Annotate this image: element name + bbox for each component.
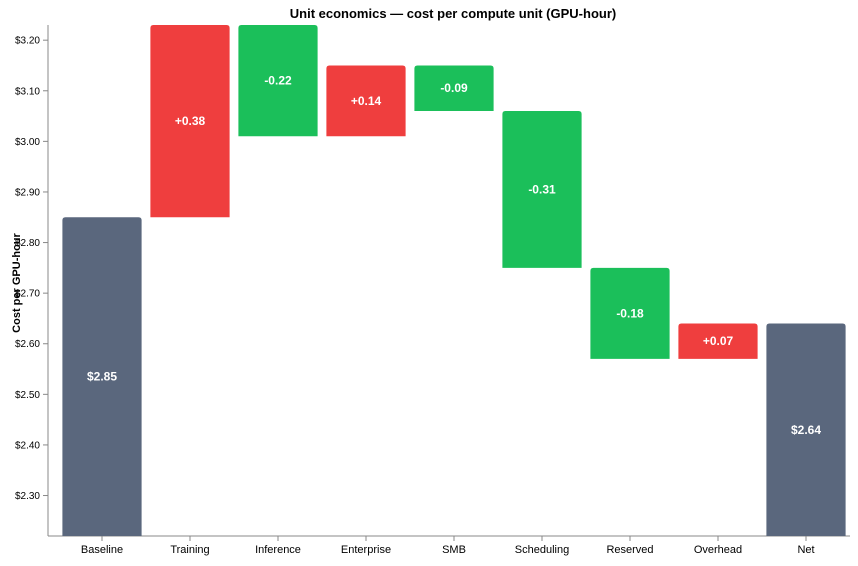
bar-value-label: +0.38	[175, 114, 206, 128]
x-tick-label: Enterprise	[341, 544, 391, 556]
bar-overhead	[678, 323, 758, 359]
y-tick-label: $2.90	[15, 187, 40, 198]
bar-enterprise	[326, 65, 406, 137]
bars-group: $2.85 +0.38 -0.22 +0.14 -0.09 -0.31 -0.18 +0.07…	[62, 25, 846, 536]
x-tick-label: Reserved	[606, 544, 653, 556]
chart-title: Unit economics — cost per compute unit (…	[290, 6, 616, 21]
y-tick-label: $2.60	[15, 339, 40, 350]
bar-scheduling	[502, 111, 582, 268]
bar-value-label: -0.31	[528, 182, 556, 196]
x-tick-label: Scheduling	[515, 544, 569, 556]
bar-value-label: -0.09	[440, 81, 468, 95]
y-tick-label: $3.00	[15, 137, 40, 148]
y-tick-label: $2.40	[15, 440, 40, 451]
bar-baseline	[62, 217, 142, 536]
y-tick-label: $2.80	[15, 238, 40, 249]
bar-value-label: +0.14	[351, 94, 382, 108]
x-tick-label: SMB	[442, 544, 466, 556]
bar-smb	[414, 65, 494, 112]
x-tick-label: Baseline	[81, 544, 123, 556]
bar-value-label: $2.85	[87, 370, 117, 384]
x-axis: Baseline Training Inference Enterprise SMB Sc…	[48, 535, 850, 556]
y-tick-label: $2.30	[15, 491, 40, 502]
x-tick-label: Training	[170, 544, 209, 556]
bar-value-label: $2.64	[791, 423, 821, 437]
y-tick-label: $3.10	[15, 86, 40, 97]
x-tick-label: Inference	[255, 544, 301, 556]
bar-training	[150, 25, 230, 218]
bar-reserved	[590, 267, 670, 359]
x-tick-label: Overhead	[694, 544, 742, 556]
x-tick-label: Net	[797, 544, 814, 556]
bar-value-label: +0.07	[703, 334, 734, 348]
bar-value-label: -0.18	[616, 306, 644, 320]
bar-net	[766, 323, 846, 536]
y-tick-label: $2.70	[15, 289, 40, 300]
y-axis-label: Cost per GPU-hour	[11, 232, 23, 332]
y-tick-label: $3.20	[15, 36, 40, 47]
bar-inference	[238, 25, 318, 137]
bar-value-label: -0.22	[264, 74, 292, 88]
y-axis: $2.30 $2.40 $2.50 $2.60 $2.70 $2.80 $2.90 $3.00…	[15, 25, 49, 536]
y-tick-label: $2.50	[15, 390, 40, 401]
